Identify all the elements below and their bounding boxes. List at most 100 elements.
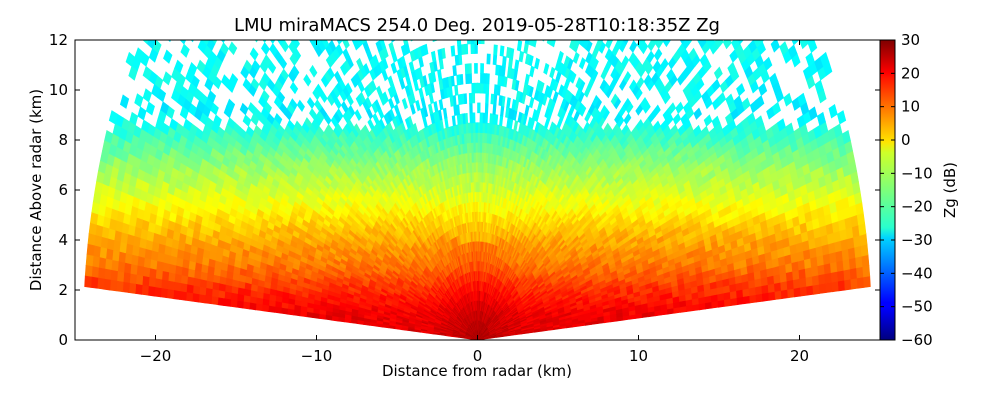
reflectivity-cell [609, 0, 616, 5]
reflectivity-cell [749, 294, 757, 304]
reflectivity-cell [485, 4, 489, 14]
reflectivity-cell [482, 73, 487, 84]
reflectivity-cell [816, 254, 825, 267]
reflectivity-cell [780, 289, 789, 300]
reflectivity-cell [456, 114, 461, 126]
reflectivity-cell [685, 0, 693, 12]
reflectivity-cell [780, 280, 788, 291]
reflectivity-cell [822, 253, 831, 265]
reflectivity-cell [501, 55, 507, 68]
reflectivity-cell [670, 0, 678, 2]
reflectivity-cell [787, 288, 795, 299]
reflectivity-cell [860, 243, 869, 257]
reflectivity-cell [627, 0, 635, 12]
reflectivity-cell [799, 0, 808, 12]
reflectivity-cell [492, 54, 498, 66]
reflectivity-cell [844, 278, 852, 291]
reflectivity-cell [497, 74, 502, 86]
reflectivity-cell [548, 0, 554, 4]
reflectivity-cell [785, 270, 794, 282]
reflectivity-cell [792, 278, 801, 289]
reflectivity-cell [493, 84, 499, 96]
reflectivity-cell [681, 0, 689, 6]
reflectivity-cell [401, 0, 407, 4]
reflectivity-cell [447, 0, 452, 7]
reflectivity-cell [478, 4, 482, 14]
reflectivity-cell [530, 5, 535, 16]
reflectivity-cell [818, 282, 827, 294]
reflectivity-cell [776, 0, 785, 11]
reflectivity-cell [785, 0, 794, 14]
reflectivity-cell [764, 23, 773, 37]
reflectivity-cell [818, 273, 826, 285]
reflectivity-cell [577, 0, 584, 11]
reflectivity-cell [824, 272, 833, 284]
reflectivity-cell [769, 17, 778, 31]
reflectivity-cell [727, 0, 736, 10]
reflectivity-cell [654, 0, 662, 7]
reflectivity-cell [795, 0, 804, 3]
reflectivity-cell [773, 25, 782, 39]
reflectivity-cell [862, 265, 871, 278]
reflectivity-cell [486, 53, 491, 65]
reflectivity-cell [766, 9, 775, 23]
reflectivity-cell [485, 93, 489, 104]
reflectivity-cell [861, 254, 870, 267]
reflectivity-cell [457, 94, 462, 106]
reflectivity-cell [787, 23, 796, 37]
reflectivity-cell [526, 3, 531, 14]
reflectivity-cell [493, 0, 497, 5]
reflectivity-cell [855, 255, 864, 269]
reflectivity-cell [831, 280, 840, 293]
reflectivity-cell [798, 40, 800, 41]
reflectivity-cell [480, 72, 484, 84]
reflectivity-cell [761, 292, 770, 302]
reflectivity-cell [738, 18, 747, 31]
reflectivity-cell [457, 44, 462, 56]
reflectivity-cell [830, 271, 839, 283]
reflectivity-cell [835, 250, 844, 262]
reflectivity-cell [477, 142, 481, 153]
reflectivity-cell [753, 0, 762, 13]
reflectivity-cell [807, 15, 816, 29]
plot-area [75, 0, 880, 340]
reflectivity-cell [719, 0, 728, 9]
reflectivity-cell [420, 5, 425, 16]
reflectivity-cell [773, 281, 782, 292]
reflectivity-cell [480, 63, 485, 74]
reflectivity-cell [471, 82, 476, 94]
reflectivity-cell [454, 0, 458, 6]
reflectivity-cell [799, 285, 808, 297]
reflectivity-cell [498, 95, 503, 107]
reflectivity-cell [721, 16, 730, 29]
reflectivity-cell [642, 0, 650, 5]
reflectivity-cell [545, 0, 551, 2]
reflectivity-cell [767, 283, 776, 293]
reflectivity-cell [450, 45, 456, 57]
reflectivity-cell [452, 65, 457, 77]
reflectivity-cell [650, 0, 658, 2]
reflectivity-cell [560, 0, 566, 10]
reflectivity-cell [829, 251, 837, 264]
reflectivity-cell [424, 3, 429, 14]
reflectivity-cell [715, 0, 724, 3]
reflectivity-cell [793, 286, 802, 298]
reflectivity-cell [481, 0, 485, 4]
reflectivity-cell [479, 112, 483, 124]
reflectivity-cell [768, 291, 776, 301]
reflectivity-cell [836, 259, 845, 272]
reflectivity-cell [732, 0, 741, 3]
reflectivity-cell [484, 102, 489, 114]
reflectivity-cell [539, 0, 545, 9]
reflectivity-cell [595, 3, 602, 15]
reflectivity-cell [407, 0, 413, 11]
reflectivity-cell [817, 264, 826, 276]
reflectivity-cell [387, 0, 393, 1]
reflectivity-cell [504, 0, 509, 7]
reflectivity-cell [747, 19, 756, 32]
reflectivity-cell [466, 4, 470, 14]
reflectivity-cell [842, 258, 851, 271]
reflectivity-cell [474, 4, 478, 14]
reflectivity-cell [755, 293, 764, 303]
